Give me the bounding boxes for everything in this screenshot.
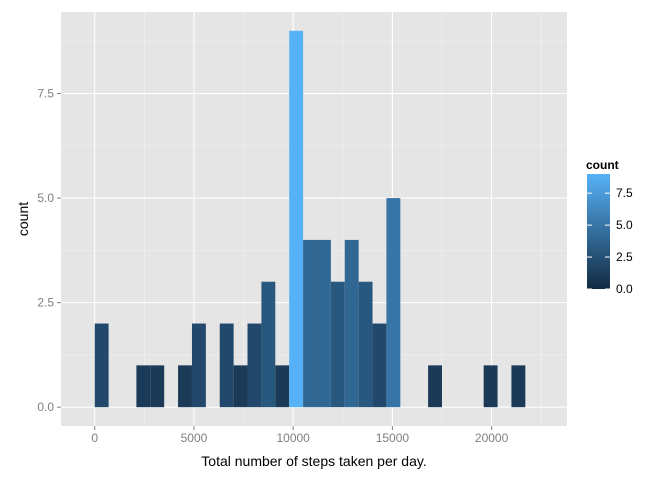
x-tick-label: 20000 <box>475 431 509 445</box>
legend-label: 0.0 <box>616 282 633 296</box>
histogram-bar <box>219 323 234 408</box>
legend-ticks: 0.0 2.5 5.0 7.5 <box>587 186 633 296</box>
y-axis-title: count <box>15 202 31 236</box>
histogram-bar <box>511 365 526 408</box>
histogram-bar <box>386 198 401 408</box>
histogram-bar <box>483 365 498 408</box>
histogram-bar <box>261 281 276 408</box>
histogram-bar <box>275 365 290 408</box>
x-tick-label: 5000 <box>181 431 208 445</box>
histogram-bar <box>178 365 192 408</box>
x-tick-label: 10000 <box>276 431 310 445</box>
x-axis-title: Total number of steps taken per day. <box>201 453 426 469</box>
x-tick-label: 15000 <box>376 431 410 445</box>
histogram-bar <box>344 239 359 408</box>
y-tick-label: 0.0 <box>37 400 54 414</box>
legend-label: 5.0 <box>616 218 633 232</box>
x-axis-ticks: 0 5000 10000 15000 20000 <box>91 426 509 445</box>
histogram-bars <box>94 30 526 408</box>
histogram-bar <box>136 365 151 408</box>
histogram-bar <box>150 365 165 408</box>
histogram-bar <box>289 30 304 408</box>
histogram-bar <box>330 281 345 408</box>
legend-title: count <box>586 158 619 172</box>
y-tick-label: 5.0 <box>37 191 54 205</box>
histogram-bar <box>358 281 373 408</box>
legend-colorbar <box>587 174 610 289</box>
histogram-bar <box>191 323 206 408</box>
legend-label: 7.5 <box>616 186 633 200</box>
x-tick-label: 0 <box>91 431 98 445</box>
histogram-bar <box>94 323 109 408</box>
y-tick-label: 2.5 <box>37 296 54 310</box>
legend-label: 2.5 <box>616 250 633 264</box>
y-tick-label: 7.5 <box>37 87 54 101</box>
histogram-bar <box>303 239 317 408</box>
y-axis-ticks: 0.0 2.5 5.0 7.5 <box>37 87 61 414</box>
histogram-bar <box>233 365 248 408</box>
legend: count 0.0 2.5 5.0 7.5 <box>586 158 633 296</box>
histogram-bar <box>247 323 262 408</box>
histogram-bar <box>372 323 387 408</box>
histogram-bar <box>428 365 442 408</box>
histogram-bar <box>316 239 331 408</box>
